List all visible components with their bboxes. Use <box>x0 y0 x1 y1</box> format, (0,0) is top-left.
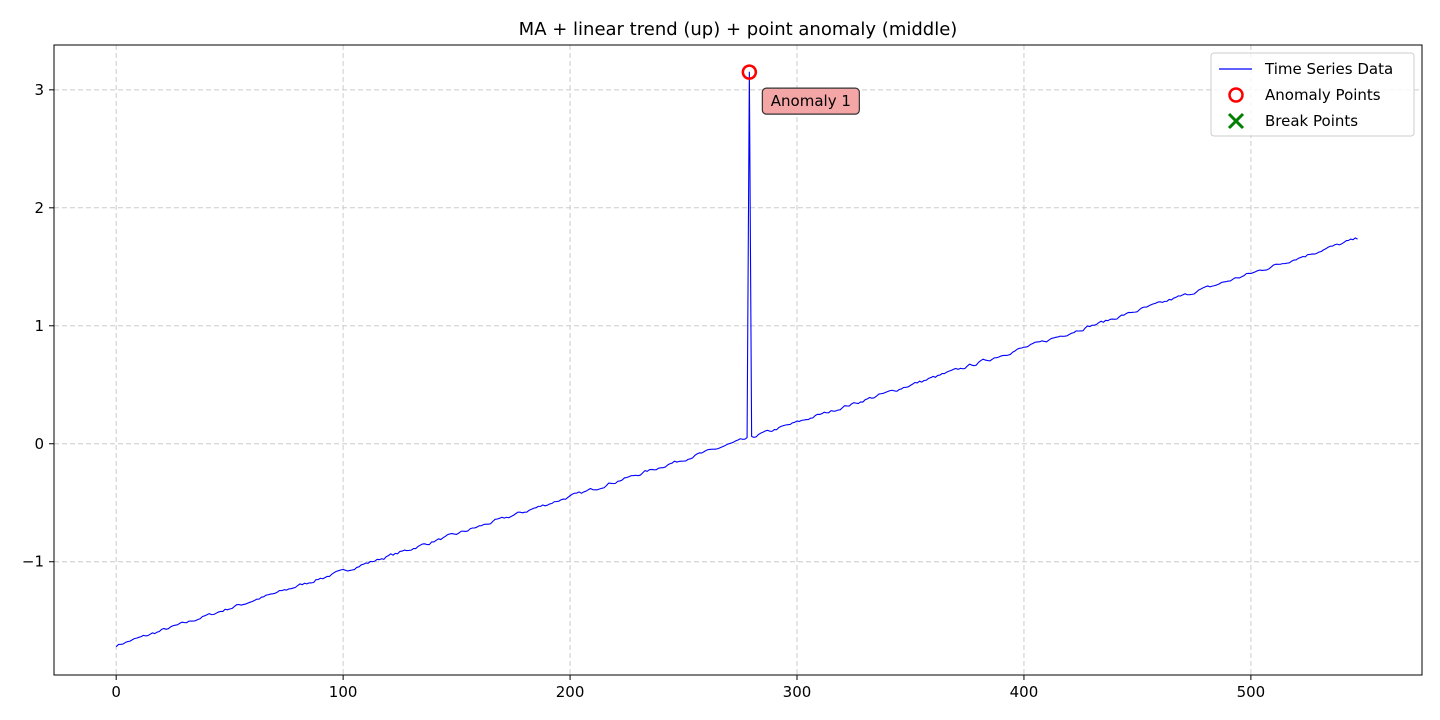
legend-label-break-points: Break Points <box>1265 112 1358 130</box>
legend-x-marker <box>1227 112 1245 130</box>
x-axis: 0 100 200 300 400 500 <box>111 675 1265 701</box>
series-line-time-series-data <box>115 71 1358 648</box>
y-tick-label: 1 <box>34 317 44 335</box>
legend-circle-marker <box>1228 87 1244 103</box>
y-tick-label: 0 <box>34 435 44 453</box>
anomaly-marker <box>741 64 758 80</box>
x-tick-label: 200 <box>556 683 585 701</box>
grid <box>54 45 1422 675</box>
plot-frame <box>53 44 1423 676</box>
anomaly-annotation-box <box>761 87 860 115</box>
y-axis: −1 0 1 2 3 <box>22 81 54 571</box>
y-tick-label: −1 <box>22 553 44 571</box>
anomaly-annotation-label: Anomaly 1 <box>771 92 851 110</box>
series-layer <box>115 71 1358 648</box>
x-tick-label: 500 <box>1237 683 1266 701</box>
anomaly-layer: Anomaly 1 <box>741 64 860 115</box>
y-tick-label: 2 <box>34 199 44 217</box>
legend-label-anomaly-points: Anomaly Points <box>1265 86 1381 104</box>
y-tick-label: 3 <box>34 81 44 99</box>
legend: Time Series Data Anomaly Points Break Po… <box>1210 52 1415 137</box>
x-tick-label: 300 <box>783 683 812 701</box>
chart-title: MA + linear trend (up) + point anomaly (… <box>519 19 958 40</box>
x-tick-label: 0 <box>111 683 121 701</box>
x-tick-label: 100 <box>329 683 358 701</box>
legend-label-time-series: Time Series Data <box>1264 60 1393 78</box>
x-tick-label: 400 <box>1010 683 1039 701</box>
legend-box <box>1210 52 1415 137</box>
